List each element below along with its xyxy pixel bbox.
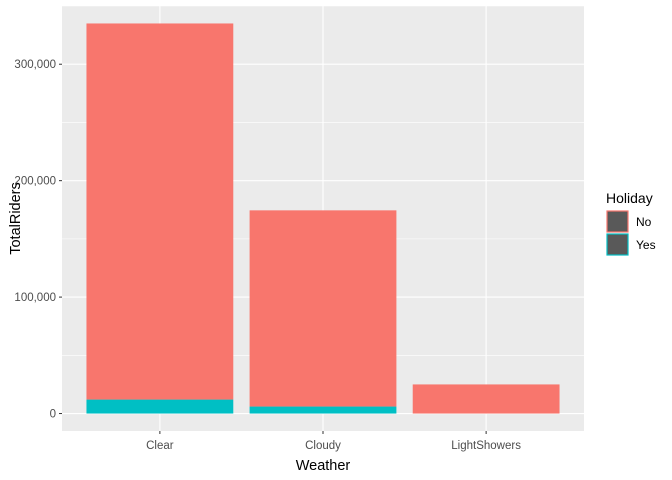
bars [86,23,560,414]
x-axis-title: Weather [296,458,351,474]
y-tick-label: 100,000 [14,292,56,304]
x-tick-label: Cloudy [305,440,341,452]
legend: Holiday No Yes [606,190,656,256]
y-tick-label: 300,000 [14,59,56,71]
y-tick-label: 0 [50,409,56,421]
legend-label-no: No [636,215,652,229]
bar-no-lightshowers [412,384,560,414]
x-axis: Clear Cloudy LightShowers [146,431,521,452]
y-axis: 0 100,000 200,000 300,000 [14,59,62,421]
y-axis-title: TotalRiders [8,182,24,255]
bar-no-clear [86,23,234,400]
x-tick-label: LightShowers [451,440,521,452]
legend-title: Holiday [606,190,653,206]
bar-yes-cloudy [249,406,397,414]
y-tick-label: 200,000 [14,176,56,188]
bar-no-cloudy [249,210,397,407]
legend-key-no [606,210,629,233]
legend-label-yes: Yes [636,238,656,252]
x-tick-label: Clear [146,440,174,452]
legend-key-yes [606,233,629,256]
bar-yes-clear [86,399,234,414]
